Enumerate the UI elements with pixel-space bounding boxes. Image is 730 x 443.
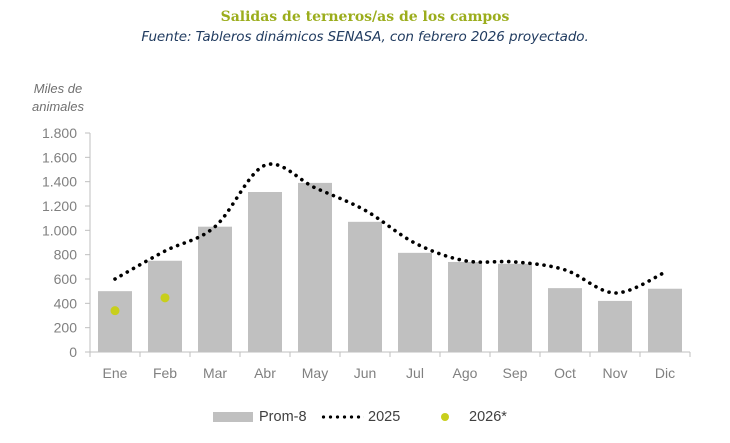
chart-title: Salidas de terneros/as de los campos bbox=[220, 9, 510, 25]
points-2026 bbox=[110, 293, 170, 316]
bar-nov bbox=[598, 300, 632, 352]
bar-abr bbox=[248, 192, 282, 352]
y-tick-label: 0 bbox=[69, 344, 77, 360]
x-axis: Ene Feb Mar Abr May Jun Jul Ago Sep Oct Nov Dic bbox=[89, 351, 691, 381]
y-axis-label-line-1: Miles de bbox=[33, 81, 83, 96]
point-2026-ene bbox=[110, 306, 120, 316]
y-tick-label: 200 bbox=[54, 320, 78, 336]
x-tick-label: Ago bbox=[453, 365, 478, 381]
y-tick-label: 600 bbox=[54, 271, 78, 287]
bar-mar bbox=[198, 226, 232, 352]
x-tick-label: Jun bbox=[354, 365, 377, 381]
line-2025-path bbox=[113, 162, 667, 295]
x-tick-label: Ene bbox=[103, 365, 128, 381]
legend-item-prom-8: Prom-8 bbox=[213, 407, 307, 427]
legend-label: 2025 bbox=[368, 409, 401, 425]
y-tick-label: 800 bbox=[54, 247, 78, 263]
bar-may bbox=[298, 182, 332, 352]
x-tick-label: Abr bbox=[254, 365, 276, 381]
y-axis-label: Miles de animales bbox=[18, 80, 98, 116]
x-tick-label: Jul bbox=[406, 365, 424, 381]
legend-label: 2026* bbox=[469, 409, 507, 425]
y-tick-label: 400 bbox=[54, 295, 78, 311]
bar-dic bbox=[648, 288, 682, 352]
bar-jun bbox=[348, 221, 382, 352]
line-2025 bbox=[113, 162, 667, 295]
x-tick-label: Sep bbox=[503, 365, 528, 381]
legend-label: Prom-8 bbox=[259, 409, 307, 425]
x-tick-label: Dic bbox=[655, 365, 675, 381]
point-2026-feb bbox=[160, 293, 170, 303]
x-tick-label: Oct bbox=[554, 365, 576, 381]
bars-prom-8 bbox=[98, 182, 682, 352]
legend-item-2026: 2026* bbox=[441, 407, 507, 427]
bar-feb bbox=[148, 260, 182, 352]
legend-item-2025: 2025 bbox=[320, 407, 400, 427]
legend: Prom-8 2025 2026* bbox=[0, 407, 730, 427]
y-tick-label: 1.400 bbox=[42, 174, 77, 190]
x-tick-label: May bbox=[302, 365, 328, 381]
y-axis-label-line-2: animales bbox=[31, 99, 85, 114]
y-tick-label: 1.800 bbox=[42, 125, 77, 141]
bar-jul bbox=[398, 252, 432, 352]
x-tick-label: Nov bbox=[603, 365, 628, 381]
chart-subtitle: Fuente: Tableros dinámicos SENASA, con f… bbox=[141, 29, 589, 45]
legend-swatch-dotted-line bbox=[320, 415, 364, 419]
x-tick-label: Feb bbox=[153, 365, 177, 381]
y-axis: 0 200 400 600 800 1.000 1.200 1.400 1.600 1.800 bbox=[42, 125, 91, 360]
legend-swatch-dot bbox=[441, 413, 449, 421]
y-tick-label: 1.600 bbox=[42, 149, 77, 165]
bar-ago bbox=[448, 261, 482, 352]
bar-oct bbox=[548, 288, 582, 352]
legend-swatch-bar bbox=[213, 412, 253, 422]
bar-ene bbox=[98, 291, 132, 352]
bar-sep bbox=[498, 263, 532, 352]
x-tick-label: Mar bbox=[203, 365, 227, 381]
y-tick-label: 1.200 bbox=[42, 198, 77, 214]
y-tick-label: 1.000 bbox=[42, 222, 77, 238]
